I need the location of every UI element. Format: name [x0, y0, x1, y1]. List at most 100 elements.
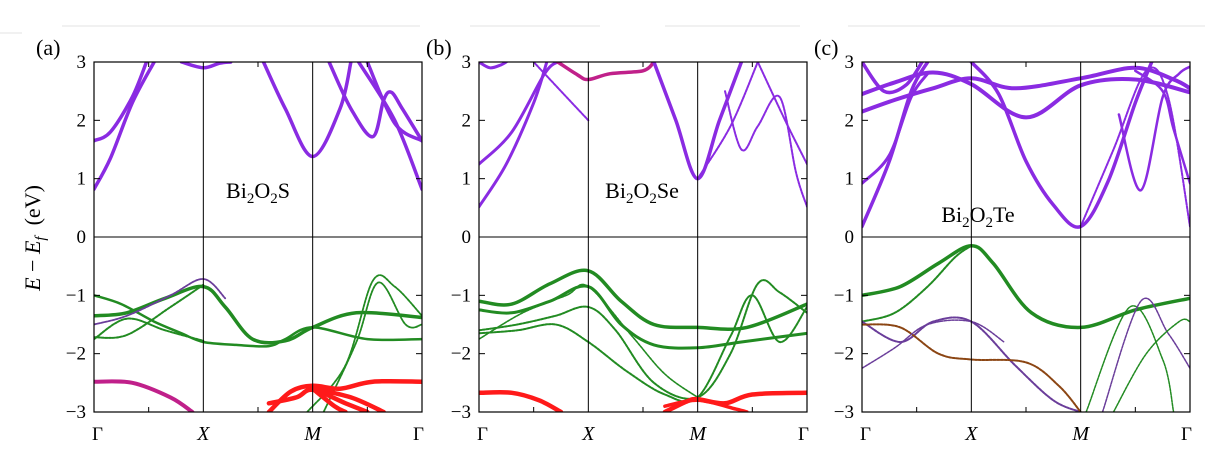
material-text: O	[970, 202, 986, 227]
band-line-c5	[969, 62, 1154, 229]
y-tick-label: 1	[845, 169, 855, 190]
y-tick-label: 1	[77, 169, 87, 190]
y-tick-label: 1	[462, 169, 472, 190]
band-line-v4	[479, 294, 807, 403]
y-axis-label: E − Ef (eV)	[20, 185, 49, 292]
band-line-v2	[479, 284, 807, 350]
material-subscript: 2	[986, 215, 994, 231]
band-line-c2	[862, 72, 930, 185]
y-tick-label: 0	[77, 227, 87, 248]
material-text: Bi	[226, 178, 247, 203]
band-line-v2	[862, 244, 973, 323]
material-text: O	[633, 178, 649, 203]
band-line-c9	[862, 62, 924, 95]
material-text: Bi	[941, 202, 962, 227]
panel-tag: (b)	[426, 35, 452, 60]
y-tick-label: −3	[451, 402, 471, 423]
y-tick-label: −3	[834, 402, 854, 423]
band-line-v1	[479, 268, 807, 331]
y-tick-label: −1	[66, 285, 86, 306]
band-line-v8	[1112, 318, 1190, 412]
band-line-v4	[94, 317, 205, 342]
band-line-c6	[696, 62, 759, 180]
series-group	[862, 62, 1190, 412]
band-line-c2	[94, 62, 149, 143]
band-line-d4	[310, 386, 348, 412]
y-tick-label: 2	[845, 110, 855, 131]
material-text: O	[254, 178, 270, 203]
band-line-v5	[862, 319, 1005, 370]
material-subscript: 2	[962, 215, 970, 231]
material-subscript: 2	[626, 191, 634, 207]
band-line-v3	[479, 279, 807, 400]
band-line-v3	[94, 283, 205, 339]
y-tick-label: −2	[451, 344, 471, 365]
band-line-v1	[862, 244, 1190, 330]
band-line-v6	[322, 281, 422, 412]
x-tick-label-3: Γ	[1181, 424, 1192, 445]
ylabel-e2: E	[20, 240, 45, 255]
material-label: Bi2O2Se	[605, 178, 679, 207]
panel-tag: (c)	[814, 35, 838, 60]
band-line-c4	[261, 62, 353, 159]
band-line-v2	[94, 294, 422, 348]
x-tick-label-1: X	[196, 423, 210, 445]
material-subscript: 2	[270, 191, 278, 207]
band-line-c2	[479, 62, 560, 166]
band-line-c4	[532, 62, 590, 122]
band-line-c7	[724, 90, 807, 208]
x-tick-label-2: M	[1071, 423, 1090, 445]
ylabel-e: E	[20, 277, 45, 292]
band-line-c3	[555, 62, 656, 82]
panel-tag: (a)	[36, 35, 60, 60]
band-line-v5	[306, 274, 422, 412]
x-tick-label-3: Γ	[798, 424, 809, 445]
band-line-c8	[756, 62, 807, 166]
y-tick-label: 3	[77, 52, 87, 73]
x-tick-label-0: Γ	[860, 424, 871, 445]
series-group	[479, 62, 807, 412]
x-tick-label-0: Γ	[92, 424, 103, 445]
band-line-d1	[94, 379, 195, 412]
band-line-d2	[266, 378, 422, 412]
ylabel-minus: −	[20, 254, 45, 277]
band-line-v1	[94, 284, 422, 345]
band-line-d5	[310, 386, 386, 412]
band-line-c7	[365, 62, 422, 143]
band-line-c1	[479, 62, 549, 209]
x-tick-label-0: Γ	[477, 424, 488, 445]
y-tick-label: −2	[834, 344, 854, 365]
band-line-d1	[479, 389, 564, 412]
y-tick-label: −2	[66, 344, 86, 365]
band-line-c4	[862, 65, 1190, 114]
y-tick-label: 3	[462, 52, 472, 73]
y-tick-label: 0	[462, 227, 472, 248]
y-tick-label: −1	[834, 285, 854, 306]
band-line-c3	[862, 70, 1190, 120]
band-line-v6	[1085, 305, 1175, 412]
y-tick-label: −3	[66, 402, 86, 423]
material-text: Bi	[605, 178, 626, 203]
x-tick-label-2: M	[688, 423, 707, 445]
material-subscript: 2	[649, 191, 657, 207]
svg-text:E − Ef (eV): E − Ef (eV)	[20, 185, 49, 292]
band-line-c6	[1079, 66, 1190, 228]
band-line-d3	[663, 398, 749, 412]
y-tick-label: 0	[845, 227, 855, 248]
band-line-c1	[94, 62, 156, 191]
y-tick-label: 2	[77, 110, 87, 131]
band-line-c3	[179, 62, 233, 70]
x-tick-label-2: M	[303, 423, 322, 445]
material-text: Se	[657, 178, 679, 203]
ylabel-sub-f: f	[33, 235, 49, 241]
material-label: Bi2O2Te	[941, 202, 1014, 231]
material-label: Bi2O2S	[226, 178, 290, 207]
ylabel-unit: (eV)	[20, 185, 45, 236]
y-tick-label: −1	[451, 285, 471, 306]
material-text: S	[278, 178, 290, 203]
